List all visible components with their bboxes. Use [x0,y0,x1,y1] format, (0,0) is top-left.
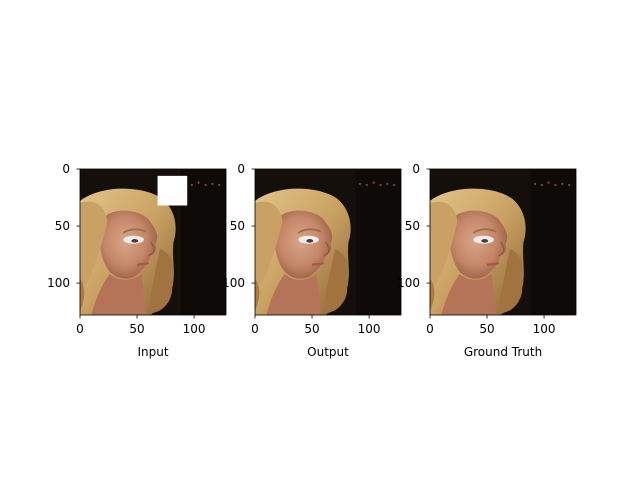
panel-image-output [255,169,401,315]
x-tick-label: 0 [76,322,84,336]
y-tick-label: 50 [55,219,70,233]
y-tick-label: 100 [397,276,420,290]
y-tick-label: 0 [62,162,70,176]
y-tick-label: 0 [237,162,245,176]
y-tick-label: 50 [230,219,245,233]
x-tick-label: 0 [251,322,259,336]
axes-frame [79,168,227,316]
panel-output: 0 50 100 0 50 100 Output [222,162,402,359]
panel-input: 0 50 100 0 50 100 Input [47,162,227,359]
panel-image-ground-truth [430,169,576,315]
y-tick-label: 0 [412,162,420,176]
x-axis-label: Output [307,345,349,359]
x-tick-label: 50 [479,322,494,336]
x-axis-label: Ground Truth [464,345,542,359]
mask-patch [157,175,188,206]
y-tick-label: 100 [47,276,70,290]
x-tick-label: 100 [183,322,206,336]
x-tick-label: 100 [358,322,381,336]
x-axis-label: Input [137,345,168,359]
x-tick-label: 100 [533,322,556,336]
panel-image-input [80,169,226,315]
x-tick-label: 50 [129,322,144,336]
x-tick-label: 50 [304,322,319,336]
panel-ground-truth: 0 50 100 0 50 100 Ground Truth [397,162,577,359]
y-tick-label: 100 [222,276,245,290]
axes-frame [429,168,577,316]
y-tick-label: 50 [405,219,420,233]
axes-frame [254,168,402,316]
x-tick-label: 0 [426,322,434,336]
